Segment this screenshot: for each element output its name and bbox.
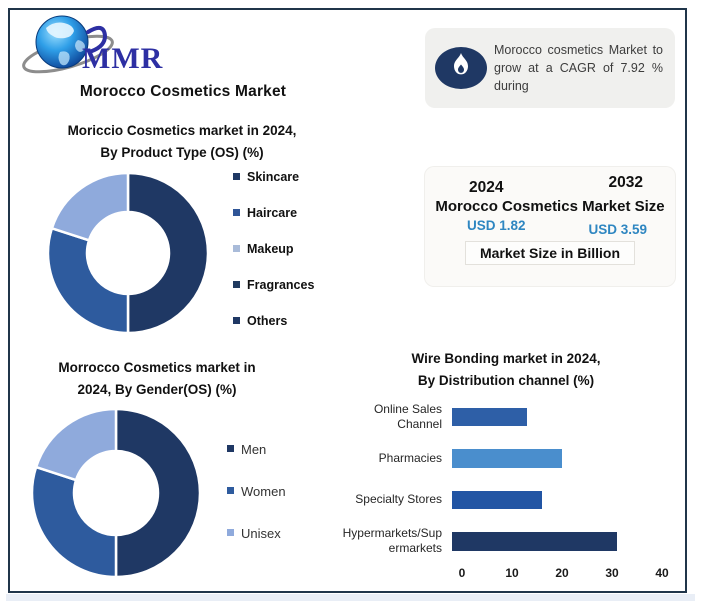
bar-category-label: Online Sales Channel (373, 401, 442, 431)
bar-row-1: Online Sales Channel (336, 396, 681, 438)
product-type-chart-title: Moriccio Cosmetics market in 2024, By Pr… (42, 120, 322, 163)
donut-slice-men (114, 407, 202, 579)
distribution-chart-title-line1: Wire Bonding market in 2024, (411, 351, 601, 366)
logo-swirl (86, 25, 108, 53)
legend-item-makeup: Makeup (233, 242, 314, 278)
legend-label: Women (241, 484, 286, 499)
cagr-callout-card: Morocco cosmetics Market to grow at a CA… (425, 28, 675, 108)
legend-item-fragrances: Fragrances (233, 278, 314, 314)
legend-item-men: Men (227, 442, 286, 484)
legend-swatch-icon (233, 209, 240, 216)
donut-slice-skincare (126, 171, 210, 335)
legend-swatch-icon (233, 245, 240, 252)
gender-chart-title: Morrocco Cosmetics market in 2024, By Ge… (28, 357, 286, 400)
market-size-title: Morocco Cosmetics Market Size (435, 198, 665, 215)
page-title: Morocco Cosmetics Market (79, 83, 287, 100)
x-axis-tick-30: 30 (605, 566, 619, 580)
bar-category-label: Hypermarkets/Supermarkets (342, 526, 442, 556)
cagr-callout-text: Morocco cosmetics Market to grow at a CA… (494, 42, 663, 94)
gender-chart-title-line2: 2024, By Gender(OS) (%) (77, 381, 237, 397)
bar-track (452, 479, 681, 521)
bar-row-2: Pharmacies (336, 438, 681, 480)
globe-icon (35, 15, 89, 69)
gender-donut-chart (30, 407, 202, 579)
x-axis-tick-40: 40 (655, 566, 669, 580)
legend-item-haircare: Haircare (233, 206, 314, 242)
flame-icon (435, 47, 487, 89)
legend-item-women: Women (227, 484, 286, 526)
market-size-year-start: 2024 (469, 179, 504, 196)
bar-hypermarkets-supermarkets (452, 532, 617, 551)
legend-label: Skincare (247, 170, 300, 184)
product-type-chart-title-line1: Moriccio Cosmetics market in 2024, (67, 123, 297, 138)
market-size-value-start: USD 1.82 (467, 218, 526, 233)
bar-specialty-stores (452, 490, 542, 509)
donut-slice-makeup (50, 171, 130, 242)
x-axis-tick-10: 10 (505, 566, 519, 580)
legend-label: Unisex (241, 526, 281, 541)
legend-swatch-icon (227, 445, 234, 452)
gender-legend: Men Women Unisex (227, 442, 286, 568)
bar-pharmacies (452, 449, 562, 468)
legend-label: Haircare (247, 206, 298, 220)
bottom-edge-strip (6, 594, 695, 601)
legend-label: Fragrances (247, 278, 315, 292)
bar-online-sales-channel (452, 407, 527, 426)
legend-swatch-icon (227, 529, 234, 536)
legend-label: Others (247, 314, 288, 328)
bar-track (452, 438, 681, 480)
product-type-chart-title-line2: By Product Type (OS) (%) (100, 144, 264, 160)
market-size-value-end: USD 3.59 (588, 222, 647, 237)
market-size-card: 2024 2032 Morocco Cosmetics Market Size … (425, 167, 675, 286)
x-axis-tick-20: 20 (555, 566, 569, 580)
distribution-chart-title-line2: By Distribution channel (%) (417, 372, 595, 388)
donut-slice-unisex (34, 407, 118, 482)
bar-row-4: Hypermarkets/Supermarkets (336, 521, 681, 563)
legend-item-skincare: Skincare (233, 170, 314, 206)
product-type-donut-chart (46, 171, 210, 335)
legend-item-others: Others (233, 314, 314, 350)
mmr-logo: MMR (22, 15, 163, 75)
donut-slice-haircare (46, 227, 130, 335)
product-type-legend: Skincare Haircare Makeup Fragrances Others (233, 170, 314, 350)
bar-category-label: Pharmacies (378, 450, 442, 465)
bar-track (452, 521, 681, 563)
bar-category-label: Specialty Stores (355, 492, 442, 507)
legend-label: Makeup (247, 242, 294, 256)
legend-swatch-icon (233, 281, 240, 288)
bar-rows: Online Sales Channel Pharmacies Specialty … (336, 396, 681, 562)
legend-item-unisex: Unisex (227, 526, 286, 568)
bar-track (452, 396, 681, 438)
legend-swatch-icon (233, 173, 240, 180)
x-axis-tick-0: 0 (458, 566, 466, 580)
distribution-chart-title: Wire Bonding market in 2024, By Distribu… (336, 348, 676, 391)
market-size-unit-label: Market Size in Billion (464, 241, 636, 265)
legend-label: Men (241, 442, 267, 457)
bar-chart-x-axis-labels: 0 10 20 30 40 (336, 566, 681, 582)
market-size-year-end: 2032 (608, 174, 643, 191)
donut-slice-women (30, 465, 118, 579)
legend-swatch-icon (227, 487, 234, 494)
bar-row-3: Specialty Stores (336, 479, 681, 521)
legend-swatch-icon (233, 317, 240, 324)
distribution-bar-chart: Online Sales Channel Pharmacies Specialty … (336, 394, 681, 584)
gender-chart-title-line1: Morrocco Cosmetics market in (58, 360, 256, 375)
logo-text: MMR (82, 42, 163, 75)
